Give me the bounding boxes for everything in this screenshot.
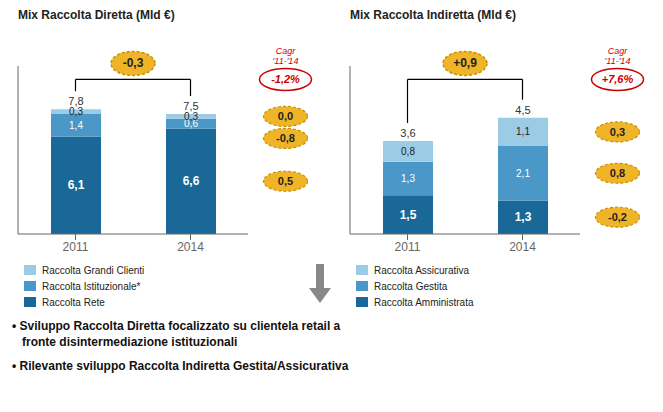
html-text:• Sviluppo Raccolta Diretta fo: • Sviluppo Raccolta Diretta focalizzato … <box>12 319 341 333</box>
html-text:Raccolta Amministrata: Raccolta Amministrata <box>374 296 474 308</box>
html-text:Raccolta Istituzionale*: Raccolta Istituzionale* <box>42 280 141 292</box>
svg-text:2011: 2011 <box>63 240 89 254</box>
svg-text:6,6: 6,6 <box>183 174 200 188</box>
html-text:Raccolta Rete: Raccolta Rete <box>42 296 105 308</box>
svg-text:Cagr: Cagr <box>276 46 297 56</box>
svg-text:+7,6%: +7,6% <box>602 73 634 85</box>
html-text:Mix Raccolta Diretta (Mld €): Mix Raccolta Diretta (Mld €) <box>18 8 175 22</box>
svg-text:2014: 2014 <box>509 240 536 254</box>
svg-text:'11-'14: '11-'14 <box>273 56 299 66</box>
svg-text:-0,3: -0,3 <box>123 56 144 70</box>
svg-text:1,1: 1,1 <box>516 126 530 137</box>
svg-text:2011: 2011 <box>395 240 421 254</box>
html-text:Mix Raccolta Indiretta (Mld €): Mix Raccolta Indiretta (Mld €) <box>350 8 516 22</box>
svg-text:0,3: 0,3 <box>184 111 198 122</box>
svg-text:-0,8: -0,8 <box>276 132 295 144</box>
svg-text:0,6: 0,6 <box>184 118 198 130</box>
html-text:• Rilevante sviluppo Raccolta: • Rilevante sviluppo Raccolta Indiretta … <box>12 359 349 373</box>
svg-text:6,1: 6,1 <box>68 178 85 192</box>
svg-text:'11-'14: '11-'14 <box>605 56 631 66</box>
svg-text:4,5: 4,5 <box>515 104 530 116</box>
svg-text:1,3: 1,3 <box>401 173 415 184</box>
svg-text:Cagr: Cagr <box>608 46 629 56</box>
svg-text:-1,2%: -1,2% <box>271 73 300 85</box>
svg-text:1,5: 1,5 <box>400 208 417 222</box>
html-text:Raccolta Grandi Clienti: Raccolta Grandi Clienti <box>42 264 145 276</box>
html-text:fronte disintermediazione isti: fronte disintermediazione istituzionali <box>22 335 238 349</box>
svg-text:-0,2: -0,2 <box>608 211 627 223</box>
html-text:Raccolta Gestita: Raccolta Gestita <box>374 280 448 292</box>
svg-text:0,8: 0,8 <box>401 146 415 157</box>
svg-text:1,3: 1,3 <box>515 210 532 224</box>
svg-text:0,8: 0,8 <box>610 167 625 179</box>
svg-text:0,0: 0,0 <box>278 110 293 122</box>
svg-text:0,5: 0,5 <box>278 175 293 187</box>
svg-text:0,3: 0,3 <box>69 106 83 117</box>
svg-text:1,4: 1,4 <box>69 120 83 131</box>
svg-text:7,8: 7,8 <box>68 95 83 107</box>
svg-text:7,5: 7,5 <box>183 100 198 112</box>
svg-text:2014: 2014 <box>177 240 204 254</box>
svg-text:0,3: 0,3 <box>610 126 625 138</box>
svg-text:3,6: 3,6 <box>400 127 415 139</box>
svg-text:2,1: 2,1 <box>516 168 530 179</box>
html-text:Raccolta Assicurativa: Raccolta Assicurativa <box>374 264 469 276</box>
svg-text:+0,9: +0,9 <box>453 56 477 70</box>
